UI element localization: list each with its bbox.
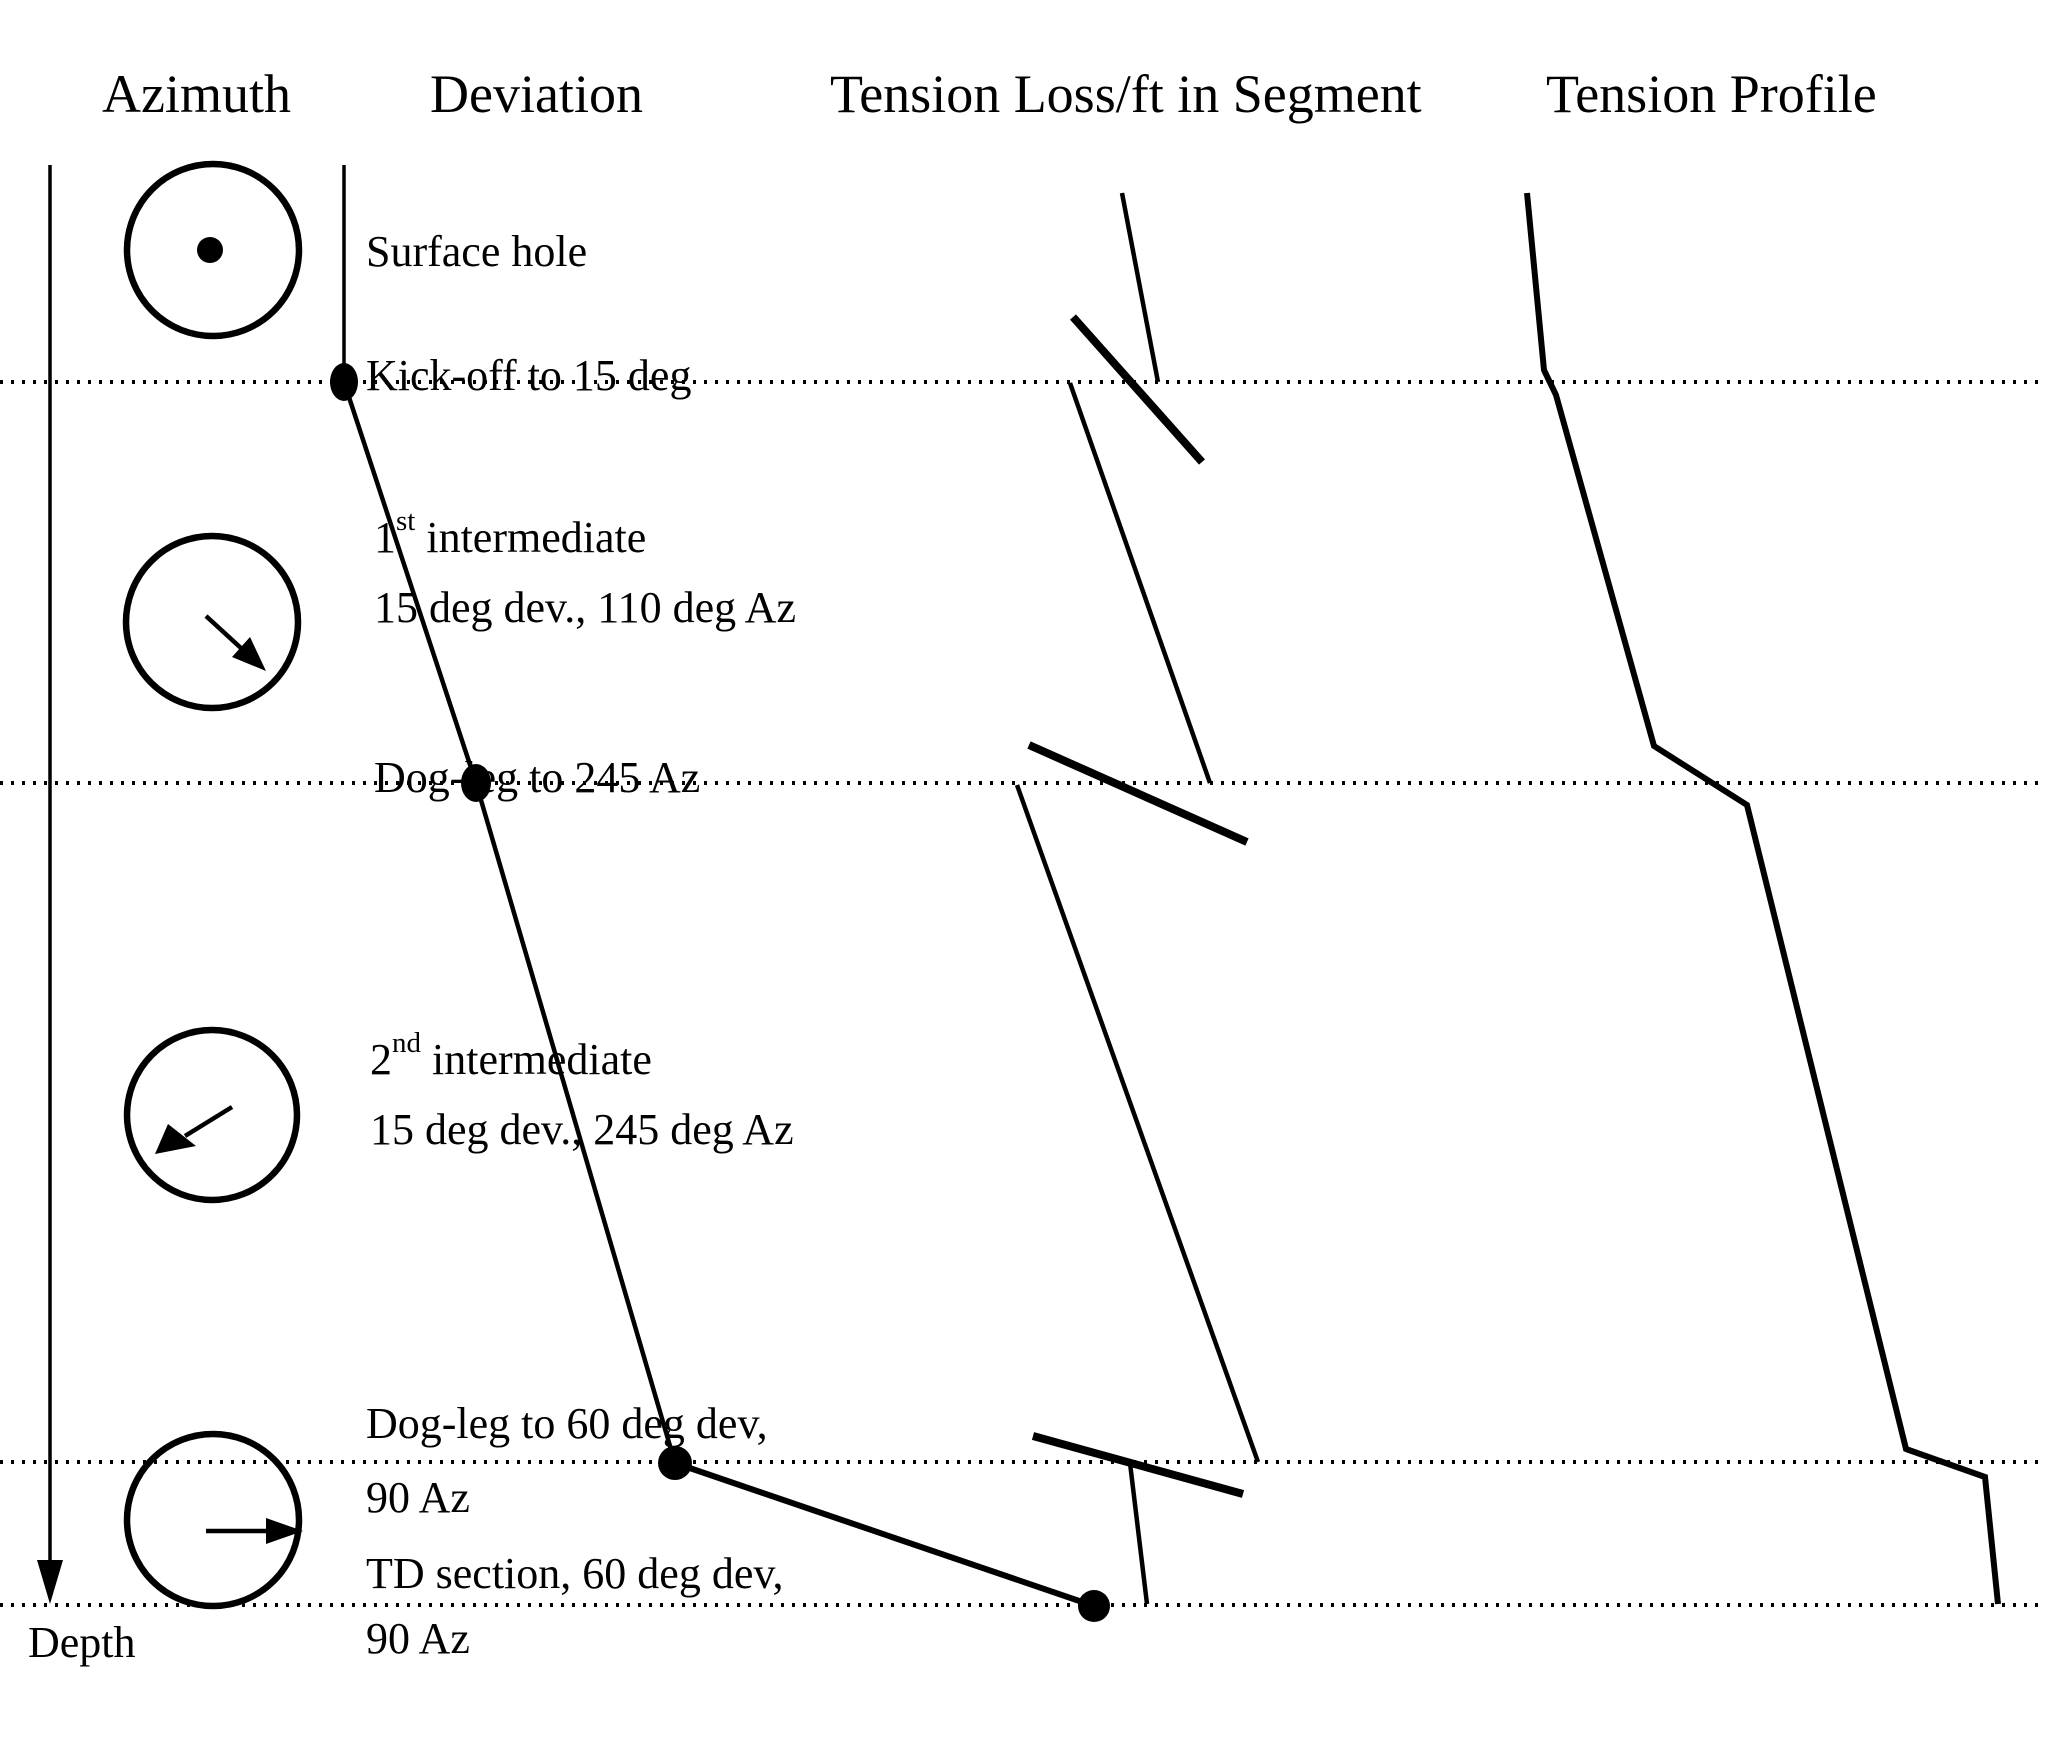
node-dogleg2 — [658, 1446, 692, 1480]
azimuth-circle-surface — [123, 160, 303, 340]
azimuth-circle-td — [123, 1430, 303, 1610]
label-first-intermediate: 1st intermediate — [374, 505, 646, 562]
tension-loss-segment-4 — [1127, 1462, 1150, 1605]
depth-axis-label: Depth — [28, 1618, 136, 1667]
node-td — [1078, 1590, 1110, 1622]
label-second-intermediate: 2nd intermediate — [370, 1027, 652, 1084]
label-dogleg-245: Dog-leg to 245 Az — [374, 753, 700, 802]
tension-loss-segment-1 — [1119, 192, 1161, 383]
tension-loss-break-slash-1 — [1070, 314, 1205, 465]
label-kickoff: Kick-off to 15 deg — [366, 351, 691, 400]
node-kickoff — [330, 363, 358, 401]
tension-profile-curve — [1524, 192, 2001, 1605]
label-td-section: TD section, 60 deg dev, — [366, 1549, 783, 1598]
tension-loss-segment-3 — [1014, 784, 1261, 1463]
azimuth-arrow-sw-shaft — [183, 1105, 234, 1138]
azimuth-arrow-se-shaft — [204, 614, 244, 651]
label-dogleg-60-az: 90 Az — [366, 1473, 470, 1522]
azimuth-circle-first-intermediate — [122, 532, 302, 712]
label-first-intermediate-detail: 15 deg dev., 110 deg Az — [374, 583, 796, 632]
azimuth-arrow-east-icon — [266, 1518, 303, 1544]
tension-loss-segment-2 — [1067, 382, 1213, 784]
header-azimuth: Azimuth — [102, 64, 291, 124]
label-td-section-az: 90 Az — [366, 1614, 470, 1663]
header-tension-loss: Tension Loss/ft in Segment — [830, 64, 1422, 124]
label-second-intermediate-detail: 15 deg dev., 245 deg Az — [370, 1105, 794, 1154]
azimuth-vertical-dot-icon — [197, 237, 223, 263]
header-tension-profile: Tension Profile — [1546, 64, 1877, 124]
tension-loss-break-slash-2 — [1027, 741, 1249, 846]
label-dogleg-60: Dog-leg to 60 deg dev, — [366, 1399, 768, 1448]
tension-loss-break-slash-3 — [1031, 1432, 1245, 1498]
node-dogleg1 — [461, 764, 491, 802]
depth-axis-arrowhead-icon — [37, 1560, 63, 1604]
label-surface-hole: Surface hole — [366, 227, 587, 276]
azimuth-arrow-sw-icon — [155, 1124, 196, 1154]
azimuth-circle-second-intermediate — [123, 1026, 301, 1204]
deviation-td-path — [674, 1460, 1095, 1609]
header-deviation: Deviation — [430, 64, 643, 124]
azimuth-arrow-se-icon — [232, 637, 266, 671]
